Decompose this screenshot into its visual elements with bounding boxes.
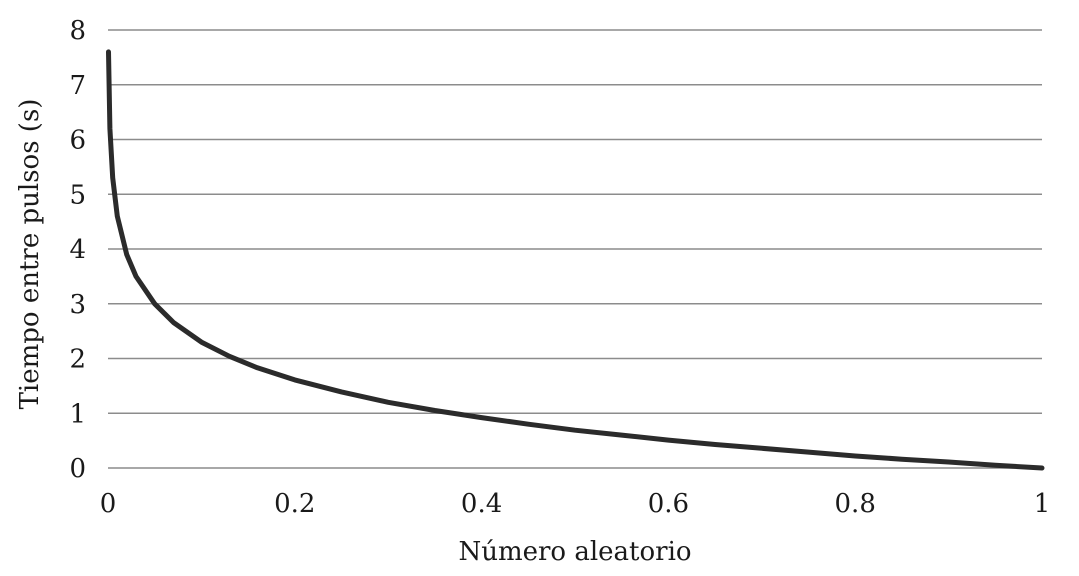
gridlines	[108, 29, 1042, 415]
x-tick-label: 0.2	[274, 489, 315, 519]
y-tick-label: 4	[69, 235, 86, 265]
x-tick-label: 0.6	[648, 489, 689, 519]
y-tick-label: 5	[69, 180, 86, 210]
series-line-0	[106, 49, 1045, 471]
y-tick-label: 8	[69, 16, 86, 46]
y-tick-label: 1	[69, 399, 86, 429]
x-tick-label: 1	[1034, 489, 1051, 519]
y-tick-label: 6	[69, 126, 86, 156]
y-tick-label: 2	[69, 345, 86, 375]
x-axis-title: Número aleatorio	[458, 537, 691, 567]
x-tick-label: 0.4	[461, 489, 502, 519]
y-tick-labels: 0 1 2 3 4 5 6 7 8	[69, 16, 86, 484]
y-tick-label: 3	[69, 290, 86, 320]
y-tick-label: 7	[69, 71, 86, 101]
series-group	[106, 49, 1045, 471]
x-tick-label: 0.8	[835, 489, 876, 519]
x-tick-label: 0	[100, 489, 117, 519]
y-tick-label: 0	[69, 454, 86, 484]
y-axis-title: Tiempo entre pulsos (s)	[15, 99, 45, 410]
x-tick-labels: 0 0.2 0.4 0.6 0.8 1	[100, 489, 1051, 519]
